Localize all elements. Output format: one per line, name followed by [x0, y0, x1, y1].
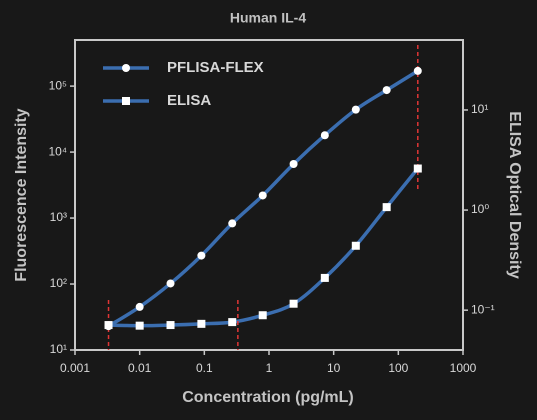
- y-tick-label: 10⁴: [48, 144, 67, 158]
- x-tick-label: 1000: [450, 361, 477, 375]
- point: [413, 164, 422, 173]
- point: [382, 203, 391, 212]
- y-tick-label: 10²: [50, 276, 67, 290]
- point: [289, 299, 298, 308]
- x-tick-label: 0.1: [196, 361, 213, 375]
- point: [258, 311, 267, 320]
- point: [135, 302, 144, 311]
- legend-label: PFLISA-FLEX: [167, 59, 264, 76]
- point: [289, 159, 298, 168]
- point: [197, 251, 206, 260]
- point: [382, 86, 391, 95]
- point: [351, 241, 360, 250]
- x-tick-label: 0.01: [128, 361, 152, 375]
- point: [351, 105, 360, 114]
- y-tick-label: 10⁵: [49, 78, 67, 92]
- x-tick-label: 0.001: [60, 361, 90, 375]
- y-tick-label: 10³: [50, 210, 67, 224]
- point: [413, 66, 422, 75]
- x-axis-label: Concentration (pg/mL): [182, 389, 354, 406]
- legend-label: ELISA: [167, 92, 211, 109]
- y2-tick-label: 10⁰: [471, 202, 489, 216]
- point: [258, 191, 267, 200]
- point: [166, 279, 175, 288]
- chart-title: Human IL-4: [230, 10, 306, 26]
- point: [135, 321, 144, 330]
- point: [166, 321, 175, 330]
- x-tick-label: 100: [388, 361, 408, 375]
- y-axis-label: Fluorescence Intensity: [13, 108, 30, 281]
- point: [104, 321, 113, 330]
- legend-marker: [122, 97, 130, 105]
- point: [320, 273, 329, 282]
- point: [228, 219, 237, 228]
- y2-axis-label: ELISA Optical Density: [506, 111, 523, 279]
- x-tick-label: 10: [327, 361, 341, 375]
- legend-marker: [122, 64, 130, 72]
- y2-tick-label: 10¹: [471, 102, 488, 116]
- x-tick-label: 1: [266, 361, 273, 375]
- point: [228, 318, 237, 327]
- point: [197, 319, 206, 328]
- point: [320, 131, 329, 140]
- y-tick-label: 10¹: [50, 342, 67, 356]
- y2-tick-label: 10⁻¹: [471, 302, 495, 316]
